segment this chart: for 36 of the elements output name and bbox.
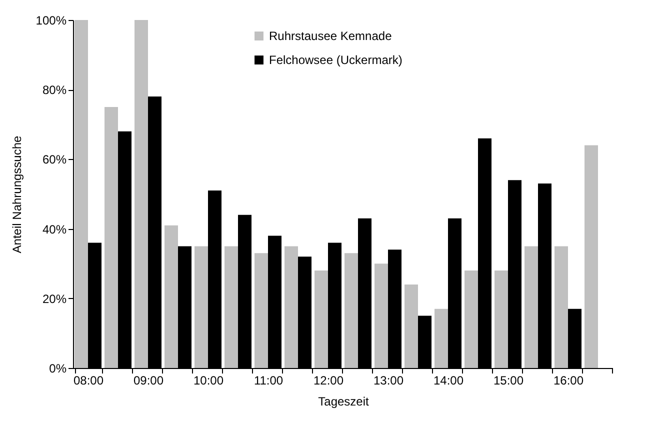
y-axis-title: Anteil Nahrungssuche	[10, 135, 24, 254]
bar	[374, 264, 388, 368]
bar	[464, 270, 478, 368]
bar	[494, 270, 508, 368]
legend-label: Ruhrstausee Kemnade	[269, 29, 392, 43]
bar	[554, 246, 568, 368]
y-tick-label: 80%	[42, 83, 67, 98]
x-tick-label: 12:00	[313, 374, 344, 388]
bar	[314, 270, 328, 368]
x-tick-label: 09:00	[133, 374, 164, 388]
x-tick-label: 10:00	[193, 374, 224, 388]
x-tick-label: 16:00	[553, 374, 584, 388]
bar	[164, 225, 178, 368]
y-tick-label: 20%	[42, 292, 67, 306]
x-tick-label: 08:00	[73, 374, 104, 388]
y-tick-label: 0%	[49, 362, 67, 376]
bar	[584, 145, 598, 368]
bar	[524, 246, 538, 368]
x-tick-label: 11:00	[254, 374, 284, 388]
bar	[224, 246, 238, 368]
bar	[434, 308, 448, 368]
bar	[254, 253, 268, 368]
x-tick-label: 13:00	[373, 374, 404, 388]
bar	[104, 107, 118, 368]
bar	[284, 246, 298, 368]
bar	[134, 20, 148, 368]
y-tick-label: 60%	[42, 152, 67, 167]
x-axis-title: Tageszeit	[318, 394, 370, 408]
x-tick-label: 14:00	[433, 374, 464, 388]
y-tick-label: 100%	[36, 14, 67, 28]
bar	[344, 253, 358, 368]
legend-label: Felchowsee (Uckermark)	[269, 53, 402, 67]
x-tick-label: 15:00	[493, 374, 524, 388]
bar	[404, 284, 418, 368]
y-tick-label: 40%	[42, 222, 67, 236]
bar	[194, 246, 208, 368]
